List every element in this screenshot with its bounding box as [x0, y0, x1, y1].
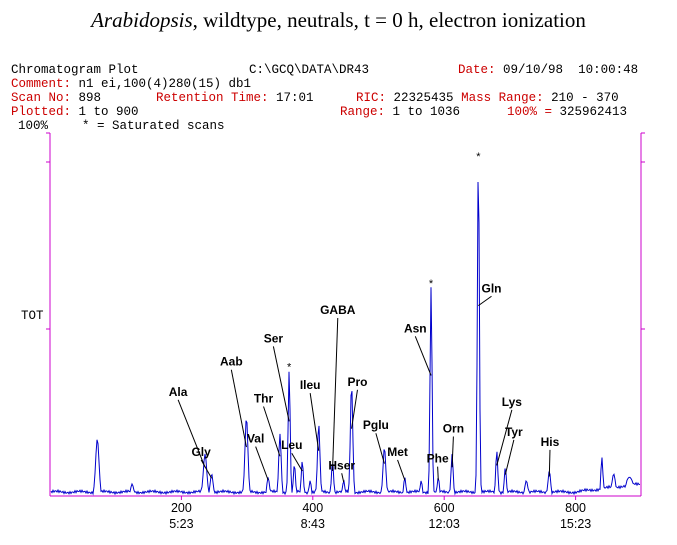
percent-field: 100% = 325962413 — [507, 105, 627, 119]
peak-label-orn: Orn — [443, 422, 464, 436]
leader-pro — [351, 389, 358, 429]
leader-ileu — [309, 393, 320, 451]
peak-label-ala: Ala — [169, 385, 188, 399]
peak-label-his: His — [541, 435, 560, 449]
x-tick-label-time: 12:03 — [429, 517, 460, 531]
x-axis-ticks: 200 5:23 400 8:43 600 12:03 800 15:23 — [169, 496, 591, 531]
ric-label: RIC: — [356, 91, 387, 105]
chromatogram-trace — [50, 181, 641, 496]
range-field: Range: 1 to 1036 — [340, 105, 460, 119]
saturation-star: * — [476, 151, 481, 163]
ric-field: RIC: 22325435 Mass Range: 210 - 370 — [356, 91, 619, 105]
leader-val — [255, 446, 269, 481]
x-tick-label-scan: 200 — [171, 501, 192, 515]
x-tick-label-time: 15:23 — [560, 517, 591, 531]
leader-ala — [177, 399, 206, 468]
peak-label-gly: Gly — [191, 445, 211, 459]
retention-field: Retention Time: 17:01 — [156, 91, 314, 105]
data-path: C:\GCQ\DATA\DR43 — [249, 63, 370, 77]
plot-frame — [46, 132, 645, 497]
peak-label-tyr: Tyr — [505, 425, 523, 439]
peak-label-pglu: Pglu — [363, 418, 389, 432]
peak-label-ileu: Ileu — [300, 378, 321, 392]
peak-label-val: Val — [247, 432, 264, 446]
plotted-field: Plotted: 1 to 900 — [11, 105, 139, 119]
saturation-markers: * * * — [287, 151, 481, 373]
leader-ser — [272, 346, 290, 422]
peak-label-phe: Phe — [427, 452, 449, 466]
leader-gln — [478, 295, 492, 307]
peak-labels: Ala Gly Aab Val Thr Ser Leu Ileu GABA Hser Pro Pglu… — [169, 281, 560, 472]
tot-label: TOT — [21, 309, 44, 323]
scan-label: Scan No: — [11, 91, 72, 105]
leader-leu — [291, 452, 303, 472]
peak-label-pro: Pro — [347, 375, 367, 389]
peak-label-aab: Aab — [220, 355, 243, 369]
leader-hser — [341, 473, 345, 483]
page-title: Arabidopsis, wildtype, neutrals, t = 0 h… — [0, 8, 677, 33]
x-tick-label-scan: 800 — [565, 501, 586, 515]
percent-value: 325962413 — [559, 105, 628, 119]
date-label: Date: — [458, 63, 496, 77]
mass-range-label: Mass Range: — [461, 91, 544, 105]
leader-orn — [451, 436, 454, 468]
comment-field: Comment: n1 ei,100(4)280(15) db1 — [11, 77, 251, 91]
retention-value: 17:01 — [276, 91, 314, 105]
leader-asn — [414, 336, 432, 376]
leader-gly — [200, 459, 213, 479]
comment-value: n1 ei,100(4)280(15) db1 — [78, 77, 252, 91]
x-tick-label-time: 5:23 — [169, 517, 193, 531]
label-leaders — [177, 295, 551, 483]
leader-lys — [496, 409, 513, 466]
scale-100-label: 100% — [18, 119, 49, 133]
peak-label-lys: Lys — [502, 395, 523, 409]
peak-label-gln: Gln — [482, 281, 502, 295]
date-field: Date: 09/10/98 10:00:48 — [458, 63, 638, 77]
range-value: 1 to 1036 — [392, 105, 461, 119]
saturation-star: * — [287, 361, 292, 373]
plotted-label: Plotted: — [11, 105, 72, 119]
date-value: 09/10/98 — [503, 63, 564, 77]
plot-name: Chromatogram Plot — [11, 63, 139, 77]
scan-field: Scan No: 898 — [11, 91, 101, 105]
title-italic: Arabidopsis — [91, 8, 193, 32]
leader-gaba — [332, 317, 339, 471]
x-tick-label-time: 8:43 — [301, 517, 325, 531]
leader-thr — [263, 406, 281, 457]
leader-pglu — [375, 433, 385, 464]
plotted-value: 1 to 900 — [78, 105, 139, 119]
range-label: Range: — [340, 105, 386, 119]
saturated-note: * = Saturated scans — [82, 119, 225, 133]
saturation-star: * — [429, 278, 434, 290]
leader-phe — [437, 466, 439, 481]
x-tick-label-scan: 400 — [302, 501, 323, 515]
peak-label-asn: Asn — [404, 321, 427, 335]
ric-value: 22325435 — [393, 91, 454, 105]
peak-label-leu: Leu — [281, 438, 302, 452]
x-tick-label-scan: 600 — [434, 501, 455, 515]
leader-met — [397, 459, 406, 481]
peak-label-hser: Hser — [328, 458, 355, 472]
percent-label: 100% = — [507, 105, 553, 119]
comment-label: Comment: — [11, 77, 72, 91]
leader-aab — [230, 369, 247, 448]
mass-range-value: 210 - 370 — [551, 91, 619, 105]
peak-label-gaba: GABA — [320, 303, 356, 317]
time-value: 10:00:48 — [578, 63, 639, 77]
peak-label-ser: Ser — [264, 331, 284, 345]
title-rest: , wildtype, neutrals, t = 0 h, electron … — [192, 8, 586, 32]
leader-tyr — [504, 439, 515, 475]
scan-value: 898 — [78, 91, 102, 105]
peak-label-thr: Thr — [254, 391, 274, 405]
peak-label-met: Met — [387, 445, 408, 459]
retention-label: Retention Time: — [156, 91, 269, 105]
leader-his — [548, 449, 551, 477]
